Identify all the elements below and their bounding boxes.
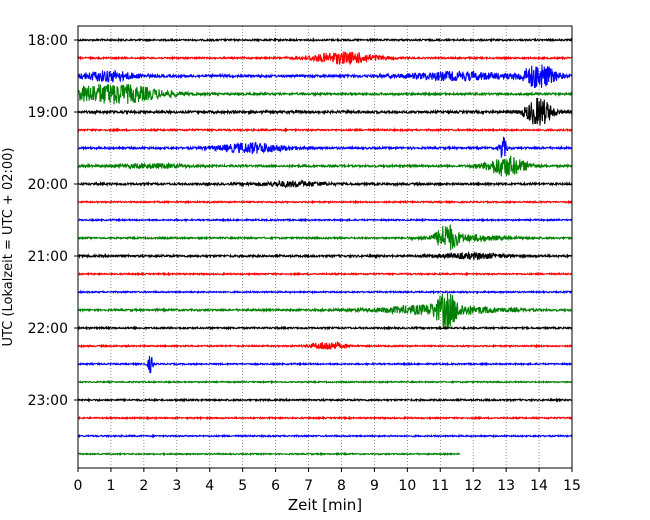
trace-1930 [77,136,573,158]
trace-2045 [77,224,573,251]
x-tick-label-6: 6 [271,478,280,494]
x-tick-label-7: 7 [304,478,313,494]
y-tick-label-4: 22:00 [28,321,68,337]
trace-1945 [77,155,573,177]
x-tick-label-8: 8 [337,478,346,494]
x-tick-label-0: 0 [74,478,83,494]
trace-2100 [77,250,573,261]
plot-frame [77,25,573,469]
trace-2330 [77,433,573,439]
x-tick-label-10: 10 [398,478,416,494]
trace-2230 [77,355,573,374]
x-tick-label-9: 9 [370,478,379,494]
trace-2030 [77,217,573,223]
trace-2315 [77,415,573,421]
trace-1900 [77,97,573,126]
x-tick-label-3: 3 [172,478,181,494]
trace-2145 [77,290,573,329]
x-tick-label-5: 5 [238,478,247,494]
trace-1915 [77,127,573,133]
x-tick-label-11: 11 [431,478,449,494]
trace-2115 [77,271,573,277]
trace-1830 [77,64,573,88]
x-axis-label: Zeit [min] [288,496,362,514]
y-tick-label-3: 21:00 [28,249,68,265]
trace-1845 [77,83,573,105]
trace-2300 [77,397,573,403]
trace-1800 [77,37,573,43]
trace-2245 [77,379,572,385]
y-axis-ticks: 18:00 19:00 20:00 21:00 22:00 23:00 [28,33,78,409]
x-tick-label-12: 12 [464,478,482,494]
trace-2130 [77,289,573,295]
x-tick-label-2: 2 [139,478,148,494]
y-axis-label: UTC (Lokalzeit = UTC + 02:00) [1,148,16,347]
x-tick-label-4: 4 [205,478,214,494]
trace-2000 [77,179,573,189]
trace-1815 [77,51,573,65]
y-tick-label-1: 19:00 [28,105,68,121]
trace-2200 [77,325,573,331]
x-tick-label-1: 1 [106,478,115,494]
y-tick-label-0: 18:00 [28,33,68,49]
trace-2215 [77,340,573,350]
x-tick-label-13: 13 [497,478,515,494]
x-tick-label-14: 14 [530,478,548,494]
y-tick-label-2: 20:00 [28,177,68,193]
y-tick-label-5: 23:00 [28,393,68,409]
trace-group [77,37,573,457]
x-tick-label-15: 15 [563,478,581,494]
trace-2345 [77,451,460,457]
trace-2015 [77,199,573,205]
x-axis-ticks: 0 1 2 3 4 5 6 7 8 9 10 11 12 13 14 15 [74,468,581,494]
